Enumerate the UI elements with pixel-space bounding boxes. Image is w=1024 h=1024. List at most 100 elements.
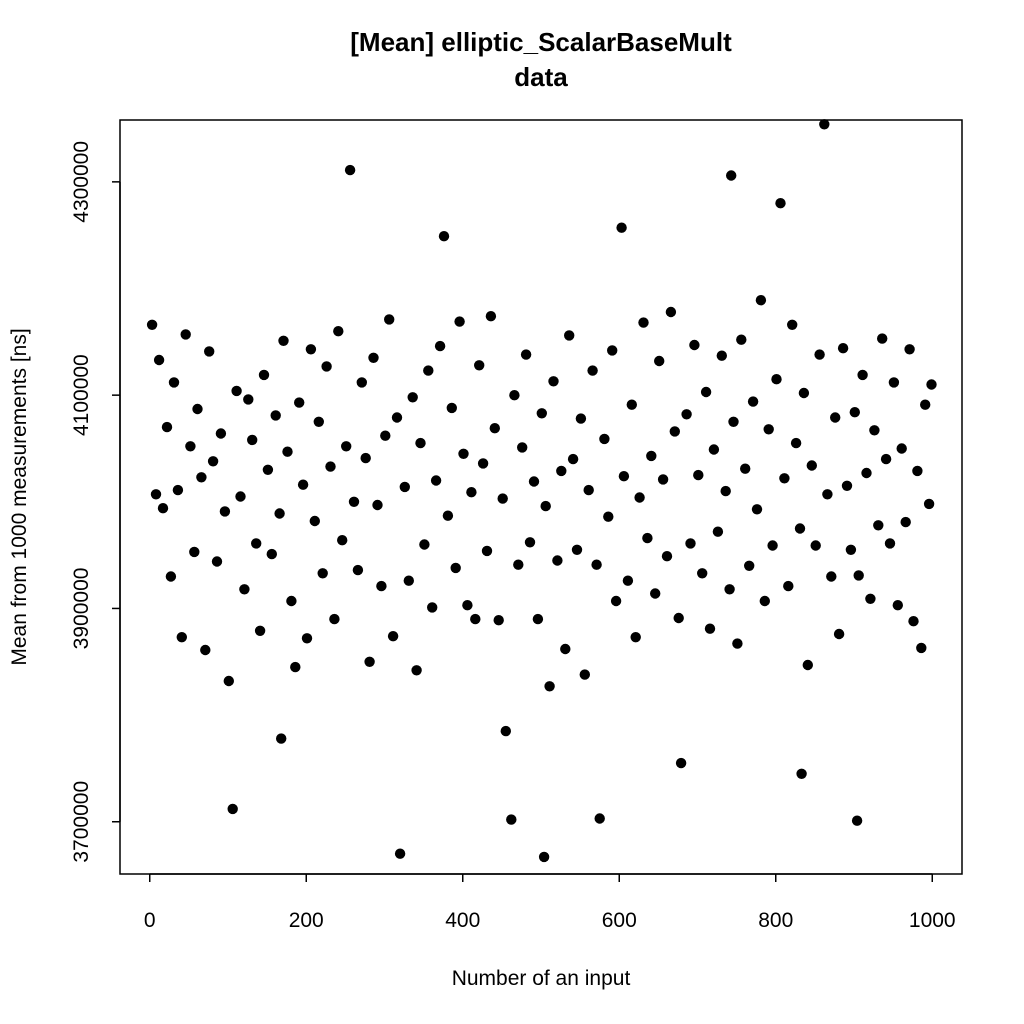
- data-point: [477, 458, 489, 469]
- data-point: [368, 352, 379, 363]
- data-point: [489, 423, 500, 434]
- data-point: [415, 437, 426, 449]
- data-point: [802, 659, 813, 671]
- data-point: [153, 354, 165, 366]
- data-point: [594, 813, 605, 824]
- data-point: [356, 377, 367, 388]
- data-point: [196, 472, 207, 483]
- data-point: [165, 571, 177, 582]
- data-point: [454, 316, 465, 327]
- data-point: [524, 537, 536, 548]
- data-point: [681, 409, 692, 420]
- data-point: [337, 535, 348, 546]
- y-axis: 3700000 3900000 4100000 4300000: [70, 141, 121, 863]
- x-tick-label: 0: [144, 909, 156, 932]
- data-point: [661, 551, 673, 562]
- data-points: [146, 119, 937, 863]
- data-point: [419, 539, 430, 550]
- data-point: [513, 559, 524, 570]
- data-point: [675, 757, 687, 769]
- data-point: [622, 575, 634, 586]
- data-point: [520, 349, 532, 360]
- data-point: [266, 548, 277, 560]
- data-point: [912, 465, 923, 477]
- data-point: [616, 222, 627, 233]
- data-point: [689, 339, 700, 351]
- data-point: [685, 538, 696, 549]
- data-point: [185, 441, 196, 452]
- data-point: [603, 511, 614, 522]
- data-point: [442, 510, 454, 521]
- x-tick-label: 200: [289, 909, 324, 932]
- data-point: [204, 346, 215, 357]
- data-point: [207, 456, 219, 467]
- data-point: [348, 496, 360, 507]
- data-point: [556, 465, 567, 477]
- data-point: [853, 570, 864, 581]
- data-point: [626, 399, 637, 410]
- data-point: [916, 642, 927, 654]
- data-point: [751, 504, 763, 515]
- data-point: [438, 231, 450, 242]
- data-point: [744, 560, 755, 571]
- data-point: [211, 556, 223, 567]
- y-tick-label: 3700000: [70, 781, 93, 863]
- data-point: [736, 334, 747, 345]
- data-point: [567, 453, 579, 465]
- data-point: [352, 564, 364, 576]
- y-tick-label: 4100000: [70, 354, 93, 436]
- data-point: [865, 593, 876, 604]
- data-point: [538, 851, 550, 863]
- data-point: [493, 615, 504, 626]
- data-point: [192, 403, 203, 415]
- data-point: [826, 571, 837, 582]
- data-point: [301, 633, 313, 644]
- data-point: [172, 484, 184, 496]
- data-point: [258, 369, 270, 381]
- data-point: [309, 515, 320, 527]
- data-point: [833, 628, 845, 640]
- data-point: [305, 344, 317, 355]
- data-point: [262, 464, 274, 475]
- data-point: [243, 394, 254, 405]
- data-point: [544, 681, 555, 692]
- data-point: [579, 669, 590, 680]
- data-point: [657, 474, 669, 485]
- data-point: [333, 326, 344, 337]
- data-point: [294, 397, 305, 408]
- data-point: [693, 469, 704, 481]
- data-point: [571, 544, 583, 555]
- data-point: [536, 408, 547, 419]
- data-point: [380, 430, 391, 441]
- data-point: [669, 426, 680, 437]
- data-point: [313, 416, 324, 427]
- data-point: [344, 164, 356, 176]
- data-point: [532, 613, 544, 625]
- chart-subtitle: data: [514, 62, 568, 92]
- x-tick-label: 400: [445, 909, 480, 932]
- x-tick-label: 1000: [909, 909, 956, 932]
- y-tick-label: 4300000: [70, 141, 93, 223]
- data-point: [528, 476, 540, 487]
- data-point: [470, 613, 481, 625]
- data-point: [747, 396, 759, 407]
- data-point: [462, 600, 473, 611]
- data-point: [427, 602, 438, 613]
- data-point: [176, 632, 187, 643]
- data-point: [317, 568, 328, 579]
- data-point: [341, 441, 352, 452]
- data-point: [779, 473, 790, 484]
- chart-title: [Mean] elliptic_ScalarBaseMult: [350, 27, 732, 57]
- data-point: [716, 350, 727, 361]
- data-point: [399, 481, 410, 493]
- data-point: [278, 335, 289, 346]
- data-point: [458, 448, 469, 459]
- data-point: [724, 584, 735, 595]
- data-point: [845, 544, 857, 555]
- data-point: [200, 644, 211, 656]
- data-point: [665, 306, 677, 318]
- data-point: [697, 568, 708, 579]
- data-point: [394, 848, 406, 859]
- data-point: [798, 387, 810, 399]
- data-point: [560, 643, 571, 655]
